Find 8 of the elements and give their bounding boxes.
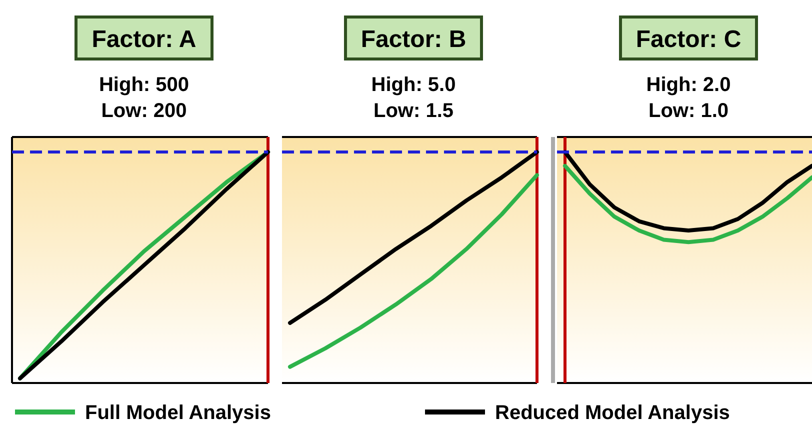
chart-subtitle: High: 500 Low: 200: [98, 74, 190, 122]
chart-title: Factor: B: [360, 26, 466, 53]
legend-label: Full Model Analysis: [85, 402, 271, 424]
chart-subtitle: High: 2.0 Low: 1.0: [646, 74, 731, 122]
chart-title: Factor: C: [636, 26, 742, 53]
chart-subtitle: High: 5.0 Low: 1.5: [371, 74, 456, 122]
chart-title: Factor: A: [92, 26, 196, 53]
legend-label: Reduced Model Analysis: [495, 402, 730, 424]
